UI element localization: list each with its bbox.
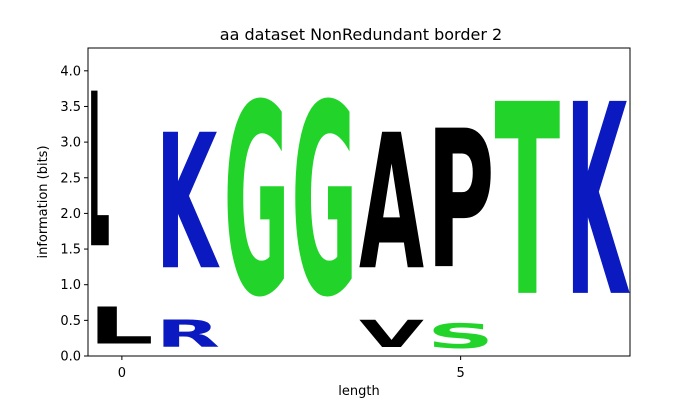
x-tick-label: 0 xyxy=(118,366,126,381)
logo-letter-r-pos1-0: R xyxy=(156,313,220,357)
y-tick-label: 0.5 xyxy=(60,314,81,329)
y-axis-title: information (bits) xyxy=(36,145,51,258)
y-tick-label: 2.0 xyxy=(60,207,81,222)
y-tick-label: 1.5 xyxy=(60,243,81,258)
y-tick-label: 0.0 xyxy=(60,350,81,365)
logo-letter-l-pos0-0: L xyxy=(88,297,154,357)
y-tick-label: 3.0 xyxy=(60,136,81,151)
chart-title: aa dataset NonRedundant border 2 xyxy=(220,25,502,44)
logo-letter-t-pos6-0: T xyxy=(495,48,561,355)
logo-letter-k-pos7-0: K xyxy=(566,49,630,355)
plot-frame xyxy=(87,47,631,357)
logo-letter-p-pos5-1: P xyxy=(427,91,495,312)
y-tick-label: 3.5 xyxy=(60,100,81,115)
x-tick-label: 5 xyxy=(456,366,464,381)
y-tick-label: 4.0 xyxy=(60,64,81,79)
logo-letter-v-pos4-0: V xyxy=(359,313,425,356)
logo-letter-l-pos0-0: L xyxy=(88,48,110,295)
y-tick-label: 2.5 xyxy=(60,171,81,186)
y-axis: 0.0 0.5 1.0 1.5 2.0 2.5 3.0 3.5 4.0 xyxy=(60,64,88,365)
logo-letter-g-pos3-0: G xyxy=(291,48,357,355)
logo-letter-s-pos5-0: S xyxy=(427,317,495,356)
y-tick-label: 1.0 xyxy=(60,278,81,293)
logo-letter-a-pos4-1: A xyxy=(359,96,424,312)
logo-letter-k-pos1-1: K xyxy=(156,94,220,311)
x-axis-title: length xyxy=(338,384,379,399)
logo-letter-g-pos2-0: G xyxy=(224,48,290,355)
